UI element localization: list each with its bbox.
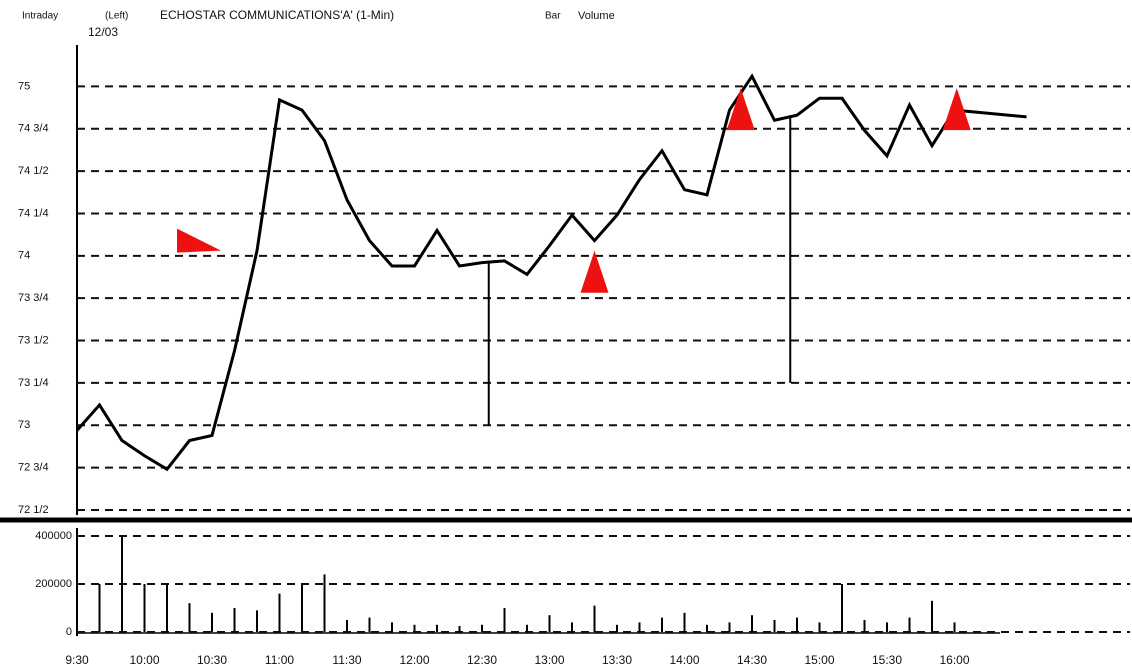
volume-bar [751,615,753,632]
volume-bar [458,626,461,632]
volume-bar [548,615,551,632]
volume-bar [661,617,663,632]
signal-marker [726,88,755,131]
x-tick-label: 12:00 [399,653,429,667]
x-tick-label: 10:30 [197,653,227,667]
volume-bar [436,624,438,632]
y-tick-label: 75 [18,80,30,92]
y-tick-label: 73 1/2 [18,334,49,346]
volume-bar [278,593,281,632]
y-tick-label: 74 [18,250,30,262]
volume-bar [683,612,686,632]
volume-bar [526,624,528,632]
volume-bar [773,620,776,632]
volume-bar [166,584,168,632]
chart-title: ECHOSTAR COMMUNICATIONS'A' (1-Min) [160,8,394,22]
volume-bar [323,574,326,632]
x-tick-label: 14:00 [669,653,699,667]
volume-bar [301,584,303,632]
volume-bar [368,617,371,632]
signal-marker [177,228,221,253]
volume-bar [571,622,573,632]
volume-bar [391,622,393,632]
volume-bar [638,622,641,632]
volume-bar [413,624,416,632]
x-tick-label: 12:30 [467,653,497,667]
volume-bar [121,536,123,632]
volume-bar [616,624,618,632]
y-tick-label: 73 [18,419,30,431]
x-tick-label: 15:30 [872,653,902,667]
x-tick-label: 14:30 [737,653,767,667]
y-tick-label: 73 3/4 [18,292,49,304]
volume-bar [841,584,843,632]
volume-bar [143,584,146,632]
volume-bar [818,622,821,632]
x-tick-label: 16:00 [939,653,969,667]
volume-bar [953,622,956,632]
volume-bar [76,617,78,632]
volume-bar [481,624,483,632]
y-tick-label: 73 1/4 [18,377,49,389]
y-tick-label: 400000 [35,530,72,542]
volume-bar [346,620,348,632]
volume-bar [908,617,911,632]
x-tick-label: 13:00 [534,653,564,667]
x-tick-label: 11:30 [332,653,361,667]
y-tick-label: 0 [66,626,72,638]
y-tick-label: 72 3/4 [18,462,49,474]
volume-bar [256,610,258,632]
x-tick-label: 15:00 [804,653,834,667]
y-tick-label: 74 3/4 [18,123,49,135]
volume-bar [503,608,506,632]
volume-bar [863,620,866,632]
y-tick-label: 74 1/4 [18,207,49,219]
volume-bar [886,622,888,632]
volume-bar [233,608,236,632]
header-side: (Left) [105,11,128,22]
x-tick-label: 9:30 [65,653,89,667]
y-tick-label: 72 1/2 [18,504,49,516]
header-right: Bar [545,11,561,22]
signal-marker [942,88,971,131]
date-label: 12/03 [88,25,118,39]
volume-bar [211,612,213,632]
header-right-2: Volume [578,10,615,22]
x-tick-label: 13:30 [602,653,632,667]
signal-marker [580,250,609,293]
volume-bar [98,584,101,632]
y-tick-label: 200000 [35,578,72,590]
x-tick-label: 10:00 [129,653,159,667]
price-line [75,73,1027,472]
header-left: Intraday [22,11,58,22]
volume-bar [706,624,708,632]
volume-bar [188,603,191,632]
y-tick-label: 74 1/2 [18,165,49,177]
volume-bar [931,600,933,632]
volume-bar [796,617,798,632]
volume-bar [728,622,731,632]
x-tick-label: 11:00 [265,653,294,667]
volume-bar [593,605,596,632]
